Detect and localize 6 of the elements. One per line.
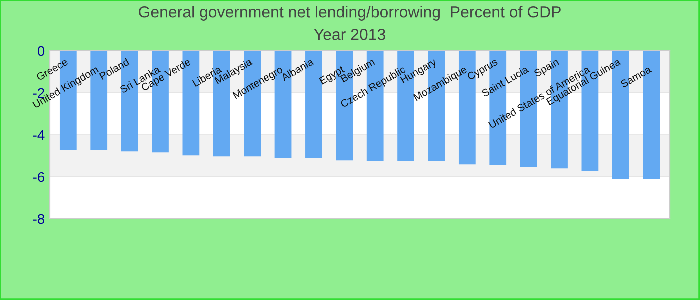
chart-title: General government net lending/borrowing Percent of GDP bbox=[139, 6, 561, 21]
chart-subtitle: Year 2013 bbox=[314, 28, 386, 40]
y-tick-label: -4 bbox=[33, 130, 45, 140]
y-tick-label: -8 bbox=[33, 214, 45, 224]
y-tick-label: 0 bbox=[38, 46, 45, 56]
y-tick-label: -6 bbox=[33, 172, 45, 182]
